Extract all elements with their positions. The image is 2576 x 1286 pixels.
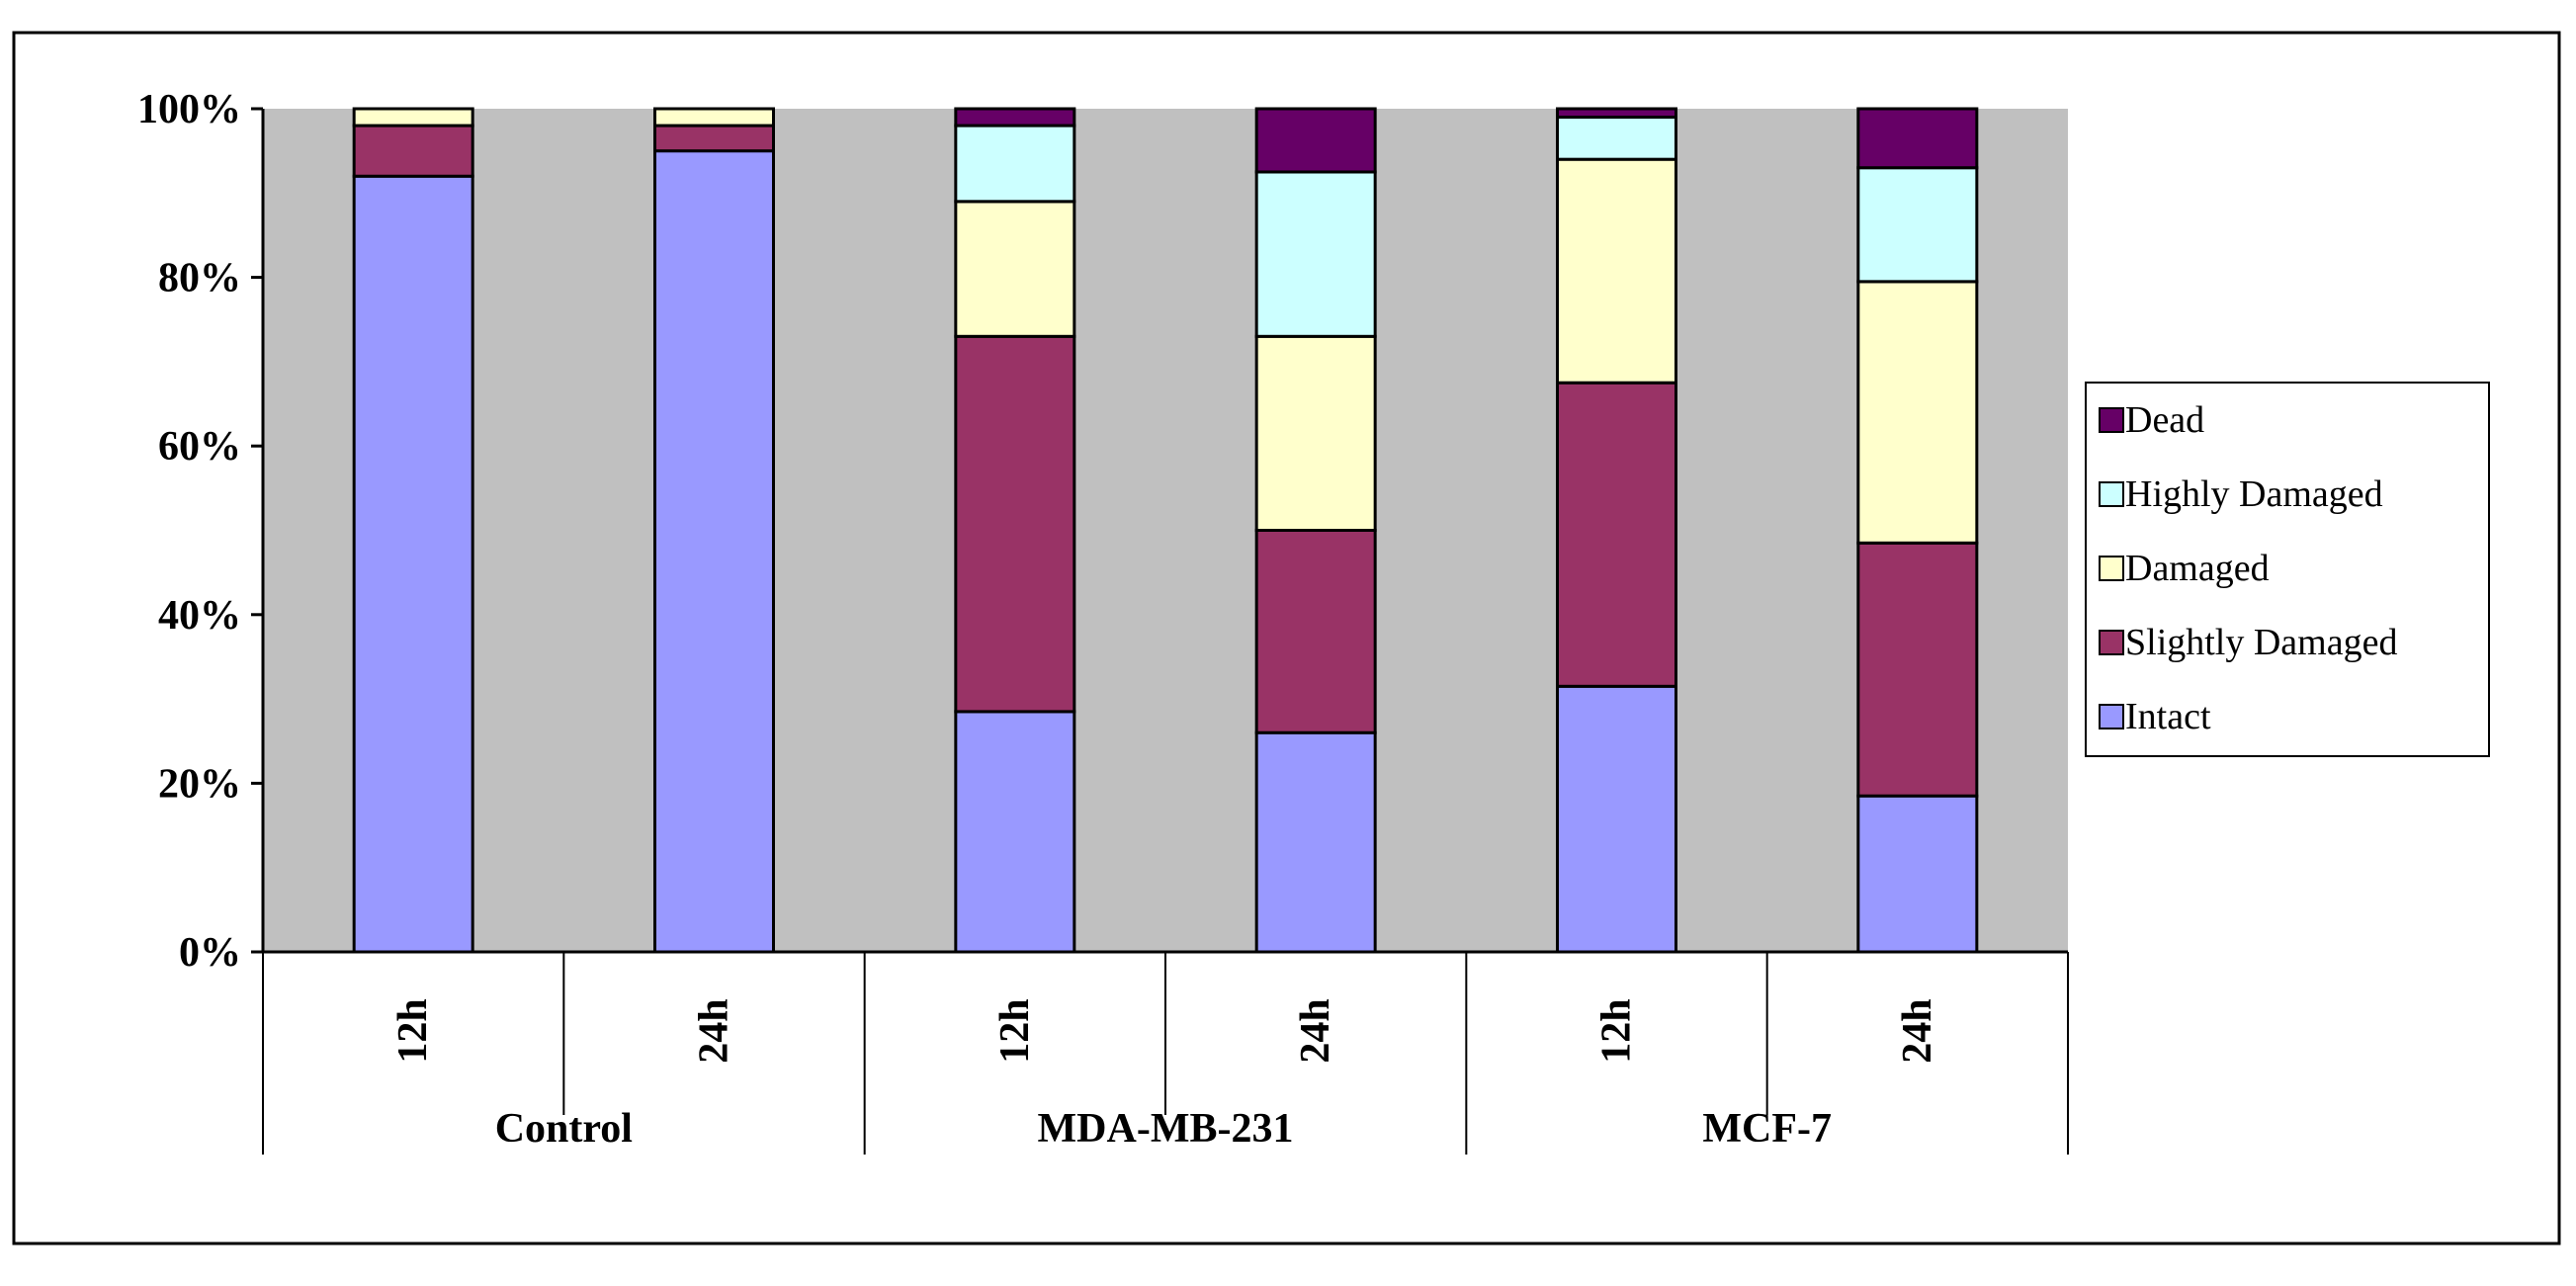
- x-tick-label: 24h: [1895, 998, 1940, 1063]
- bar-segment-dead: [1856, 107, 1979, 170]
- legend: Dead Highly Damaged Damaged Slightly Damage…: [2085, 382, 2490, 757]
- legend-swatch: [2099, 556, 2124, 581]
- bar-segment-highly-damaged: [1254, 170, 1377, 338]
- legend-swatch: [2099, 704, 2124, 729]
- bar-segment-highly-damaged: [1856, 166, 1979, 284]
- bars: [352, 107, 1979, 954]
- bar-segment-slightly-damaged: [352, 124, 474, 178]
- x-group-label: Control: [495, 1106, 633, 1152]
- legend-swatch: [2099, 481, 2124, 507]
- bar-segment-dead: [1556, 107, 1677, 120]
- bar-segment-slightly-damaged: [1556, 381, 1677, 688]
- y-tick-label: 20%: [158, 761, 241, 807]
- y-tick-label: 40%: [158, 593, 241, 639]
- x-tick-label: 24h: [692, 998, 737, 1063]
- legend-box: [2085, 382, 2490, 757]
- legend-swatch: [2099, 407, 2124, 433]
- plot-area: [263, 109, 2068, 952]
- bar-segment-intact: [954, 710, 1076, 954]
- legend-label: Dead: [2125, 399, 2204, 441]
- bar-segment-damaged: [1556, 157, 1677, 385]
- bar-segment-damaged: [1254, 334, 1377, 532]
- bar-segment-damaged: [352, 107, 474, 128]
- bar-segment-dead: [954, 107, 1076, 128]
- x-tick-label: 12h: [390, 998, 436, 1063]
- legend-label: Highly Damaged: [2125, 473, 2383, 515]
- legend-label: Intact: [2125, 696, 2211, 737]
- x-group-label: MCF-7: [1702, 1106, 1832, 1152]
- bar-segment-highly-damaged: [1556, 116, 1677, 161]
- y-tick-label: 100%: [137, 87, 241, 132]
- x-tick-label: 24h: [1293, 998, 1338, 1063]
- x-tick-label: 12h: [1594, 998, 1640, 1063]
- bar-segment-intact: [1254, 730, 1377, 954]
- legend-label: Slightly Damaged: [2125, 622, 2397, 663]
- bar-segment-intact: [352, 174, 474, 954]
- y-axis: 0% 20% 40% 60% 80% 100%: [137, 87, 265, 976]
- bar-segment-dead: [1254, 107, 1377, 174]
- y-tick-label: 0%: [179, 930, 241, 976]
- legend-label: Damaged: [2125, 548, 2270, 589]
- bar-segment-damaged: [653, 107, 775, 128]
- bar-segment-slightly-damaged: [954, 334, 1076, 714]
- bar-segment-slightly-damaged: [1856, 541, 1979, 798]
- bar-segment-highly-damaged: [954, 124, 1076, 204]
- x-group-label: MDA-MB-231: [1038, 1106, 1294, 1152]
- x-axis: 12h 24h 12h 24h 12h 24h Control MDA-MB-231 MCF-7: [262, 950, 2069, 1155]
- legend-swatch: [2099, 630, 2124, 655]
- y-tick-label: 60%: [158, 424, 241, 470]
- bar-segment-intact: [1856, 794, 1979, 954]
- bar-segment-damaged: [954, 200, 1076, 338]
- bar-segment-damaged: [1856, 280, 1979, 545]
- x-tick-label: 12h: [992, 998, 1038, 1063]
- bar-segment-slightly-damaged: [653, 124, 775, 153]
- bar-segment-intact: [1556, 684, 1677, 954]
- y-tick-label: 80%: [158, 256, 241, 301]
- bar-segment-slightly-damaged: [1254, 529, 1377, 734]
- bar-segment-intact: [653, 149, 775, 954]
